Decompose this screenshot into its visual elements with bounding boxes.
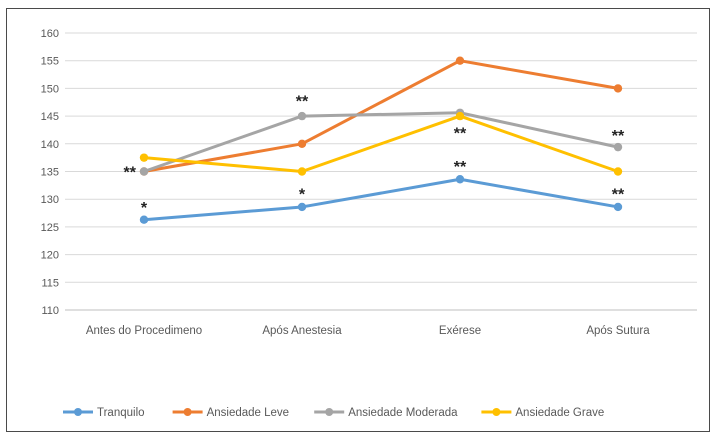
y-tick-label: 160 [41, 28, 59, 40]
series-line [142, 59, 620, 173]
data-point [613, 167, 623, 176]
x-category-label: Exérese [439, 325, 481, 337]
data-point [455, 111, 465, 121]
x-axis-categories: Antes do Procedimeno Após Anestesia Exéres… [86, 325, 650, 337]
significance-marker: ** [454, 126, 467, 143]
y-axis-ticks: 160 155 150 145 140 135 130 125 120 115 110 [41, 28, 59, 317]
legend-swatch-marker [325, 408, 334, 416]
legend-swatch-marker [74, 408, 82, 416]
x-category-label: Antes do Procedimeno [86, 325, 202, 337]
y-tick-label: 130 [41, 194, 59, 206]
x-category-label: Após Sutura [586, 325, 650, 337]
legend-item: Ansiedade Leve [172, 407, 289, 419]
series-tranquilo [139, 175, 623, 224]
series-line [142, 177, 620, 222]
data-point [297, 167, 307, 176]
legend-label: Tranquilo [97, 407, 145, 419]
data-point [297, 202, 307, 212]
significance-marker: ** [612, 128, 625, 145]
gridlines [65, 32, 697, 311]
line-chart: 160 155 150 145 140 135 130 125 120 115 110 Antes … [41, 28, 697, 419]
legend-label: Ansiedade Moderada [348, 407, 458, 419]
series-line [142, 114, 620, 173]
y-tick-label: 145 [41, 111, 59, 123]
legend: Tranquilo Ansiedade Leve Ansiedade Moderad… [63, 407, 604, 419]
series-line [142, 111, 620, 173]
data-point [455, 175, 465, 184]
y-tick-label: 110 [41, 305, 59, 317]
legend-label: Ansiedade Leve [207, 407, 289, 419]
significance-marker: ** [124, 165, 137, 182]
y-tick-label: 155 [41, 56, 59, 68]
legend-item: Ansiedade Moderada [314, 407, 458, 419]
y-tick-label: 115 [41, 277, 59, 289]
chart-frame: 160 155 150 145 140 135 130 125 120 115 110 Antes … [6, 8, 710, 432]
data-point [139, 215, 149, 224]
y-tick-label: 135 [41, 167, 59, 179]
significance-marker: ** [454, 159, 467, 176]
data-point [613, 142, 623, 152]
legend-item: Ansiedade Grave [481, 407, 604, 419]
data-point [139, 167, 149, 176]
y-tick-label: 120 [41, 250, 59, 262]
legend-item: Tranquilo [63, 407, 145, 419]
significance-marker: ** [296, 94, 309, 111]
legend-swatch-marker [183, 408, 192, 416]
data-point [139, 153, 149, 162]
significance-marker: * [141, 200, 148, 217]
series-ansiedade-moderada [139, 108, 623, 176]
y-tick-label: 140 [41, 139, 59, 151]
legend-label: Ansiedade Grave [515, 407, 604, 419]
data-point [297, 111, 307, 121]
significance-marker: ** [612, 187, 625, 204]
data-point [613, 84, 623, 93]
data-point [297, 139, 307, 148]
legend-swatch-marker [492, 408, 501, 416]
y-tick-label: 150 [41, 83, 59, 95]
data-point [455, 56, 465, 65]
data-point [613, 202, 623, 212]
series-lines [139, 56, 623, 224]
significance-annotations: ************** [124, 94, 625, 217]
y-tick-label: 125 [41, 222, 59, 234]
x-category-label: Após Anestesia [262, 325, 342, 337]
series-ansiedade-grave [139, 111, 623, 176]
significance-marker: * [299, 187, 306, 204]
